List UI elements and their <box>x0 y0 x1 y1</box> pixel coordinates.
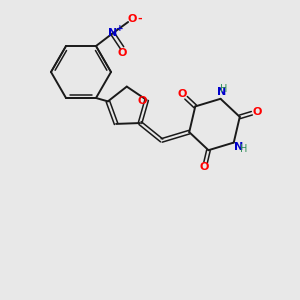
Text: H: H <box>240 144 247 154</box>
Text: N: N <box>234 142 243 152</box>
Text: H: H <box>220 85 227 94</box>
Text: N: N <box>218 87 227 98</box>
Text: O: O <box>178 89 187 99</box>
Text: +: + <box>116 23 124 32</box>
Text: O: O <box>252 107 261 117</box>
Text: O: O <box>127 14 136 24</box>
Text: O: O <box>117 48 127 58</box>
Text: -: - <box>137 14 142 24</box>
Text: N: N <box>108 28 117 38</box>
Text: O: O <box>137 96 147 106</box>
Text: O: O <box>200 162 209 172</box>
